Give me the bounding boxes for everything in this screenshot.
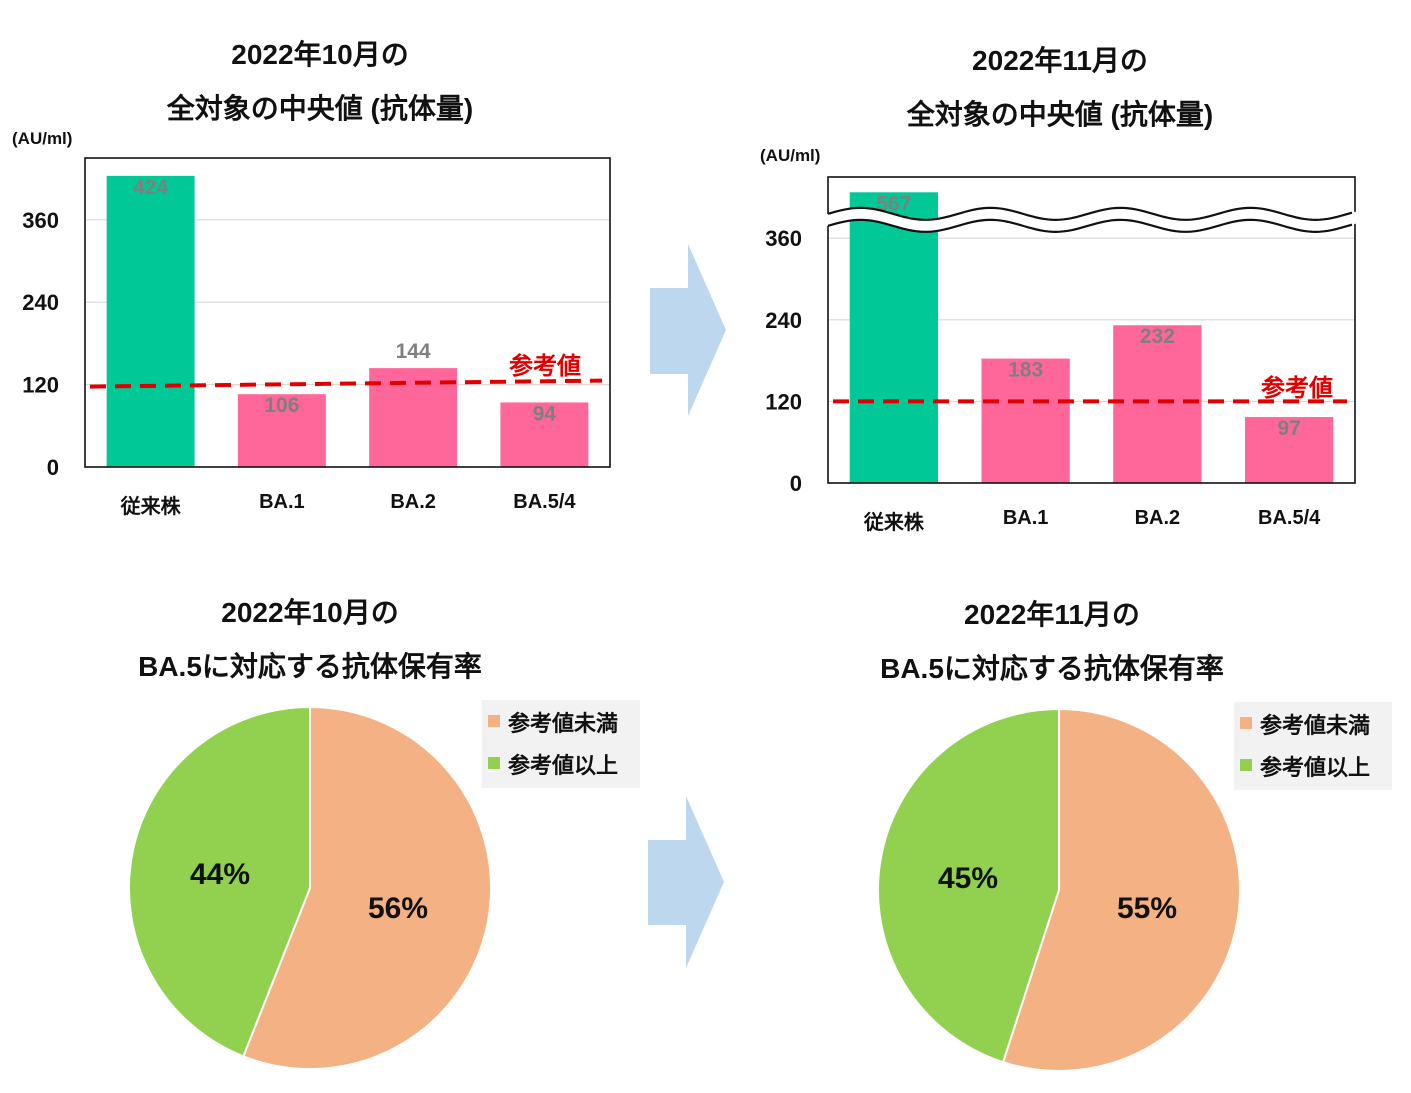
chart2-unit-label: (AU/ml) bbox=[760, 146, 820, 165]
chart2-category-label: BA.1 bbox=[1003, 507, 1049, 529]
chart2-bar-1 bbox=[849, 192, 939, 484]
chart1-ytick-label: 240 bbox=[22, 290, 59, 315]
chart4-legend-box bbox=[1234, 702, 1392, 790]
chart2-plot-frame bbox=[827, 176, 1356, 484]
chart4-slice-1 bbox=[1001, 707, 1241, 1072]
chart2-ytick-label: 120 bbox=[765, 389, 802, 414]
chart3-title-line2: BA.5に対応する抗体保有率 bbox=[138, 651, 482, 682]
chart2-ytick-label: 240 bbox=[765, 308, 802, 333]
chart2-title: 2022年11月の 全対象の中央値 (抗体量) bbox=[780, 34, 1340, 142]
chart3-percent-label: 56% bbox=[368, 892, 428, 925]
chart2-value-label: 183 bbox=[1008, 359, 1043, 382]
chart4-percent-label: 55% bbox=[1117, 892, 1177, 925]
chart1-value-label: 144 bbox=[396, 340, 431, 363]
chart1-value-label: 106 bbox=[264, 394, 299, 417]
chart2-value-label: 232 bbox=[1140, 325, 1175, 348]
chart2-bar-3 bbox=[1113, 325, 1202, 483]
chart2-ytick-label: 360 bbox=[765, 226, 802, 251]
chart1-bar-2 bbox=[237, 394, 326, 467]
chart2-title-line2: 全対象の中央値 (抗体量) bbox=[906, 99, 1214, 130]
chart3-legend-box bbox=[482, 700, 640, 788]
chart3-slice-2 bbox=[128, 705, 311, 1058]
chart1-title-line1: 2022年10月の bbox=[231, 39, 409, 70]
chart1-plot-frame bbox=[84, 157, 611, 468]
chart2-ytick-label: 0 bbox=[790, 471, 802, 496]
chart1-reference-label: 参考値 bbox=[509, 352, 581, 380]
chart1-bar-3 bbox=[369, 368, 458, 467]
chart2-category-label: BA.2 bbox=[1135, 507, 1181, 529]
chart3-legend-label: 参考値未満 bbox=[508, 711, 618, 736]
chart1-title-line2: 全対象の中央値 (抗体量) bbox=[166, 93, 474, 124]
chart1-category-label: 従来株 bbox=[120, 494, 182, 518]
chart1-reference-line bbox=[89, 378, 603, 389]
chart1-value-label: 94 bbox=[533, 402, 557, 425]
chart1-value-label: 424 bbox=[133, 176, 168, 199]
chart2-category-label: 従来株 bbox=[863, 510, 925, 534]
chart1-ytick-label: 120 bbox=[22, 373, 59, 398]
chart3-legend-swatch bbox=[488, 757, 500, 769]
chart1-category-label: BA.5/4 bbox=[513, 491, 576, 513]
chart2-category-label: BA.5/4 bbox=[1258, 507, 1321, 529]
chart2-axis-break-line-top bbox=[827, 206, 1353, 221]
chart1-bar-1 bbox=[106, 175, 195, 467]
chart2-reference-label: 参考値 bbox=[1261, 374, 1333, 402]
chart2-bar-2 bbox=[981, 358, 1070, 483]
chart3-legend-label: 参考値以上 bbox=[508, 753, 618, 778]
arrow-right-top-icon bbox=[650, 244, 726, 416]
chart1-category-label: BA.2 bbox=[390, 491, 436, 513]
chart2-axis-break-line-bottom bbox=[827, 218, 1353, 233]
chart4-legend-label: 参考値以上 bbox=[1260, 755, 1370, 780]
chart1-category-label: BA.1 bbox=[259, 491, 305, 513]
chart3-title: 2022年10月の BA.5に対応する抗体保有率 bbox=[30, 586, 590, 694]
chart3-legend-swatch bbox=[488, 715, 500, 727]
chart1-ytick-label: 0 bbox=[47, 455, 59, 480]
chart4-legend-swatch bbox=[1240, 717, 1252, 729]
arrow-right-bottom-icon bbox=[648, 796, 724, 968]
chart4-title: 2022年11月の BA.5に対応する抗体保有率 bbox=[772, 588, 1332, 696]
chart3-percent-label: 44% bbox=[190, 858, 250, 891]
chart3-title-line1: 2022年10月の bbox=[221, 597, 399, 628]
chart2-bar-4 bbox=[1244, 417, 1334, 483]
chart4-slice-2 bbox=[877, 707, 1060, 1064]
chart1-unit-label: (AU/ml) bbox=[12, 129, 72, 148]
chart2-value-label: 567 bbox=[876, 192, 911, 215]
chart4-title-line1: 2022年11月の bbox=[964, 599, 1140, 630]
chart1-title: 2022年10月の 全対象の中央値 (抗体量) bbox=[40, 28, 600, 136]
chart1-bar-4 bbox=[500, 402, 589, 467]
chart4-percent-label: 45% bbox=[938, 862, 998, 895]
chart2-value-label: 97 bbox=[1277, 417, 1300, 440]
chart2-title-line1: 2022年11月の bbox=[972, 45, 1148, 76]
chart4-legend-swatch bbox=[1240, 759, 1252, 771]
chart3-slice-1 bbox=[242, 705, 492, 1070]
chart4-title-line2: BA.5に対応する抗体保有率 bbox=[880, 653, 1224, 684]
chart1-ytick-label: 360 bbox=[22, 208, 59, 233]
chart4-legend-label: 参考値未満 bbox=[1260, 713, 1370, 738]
